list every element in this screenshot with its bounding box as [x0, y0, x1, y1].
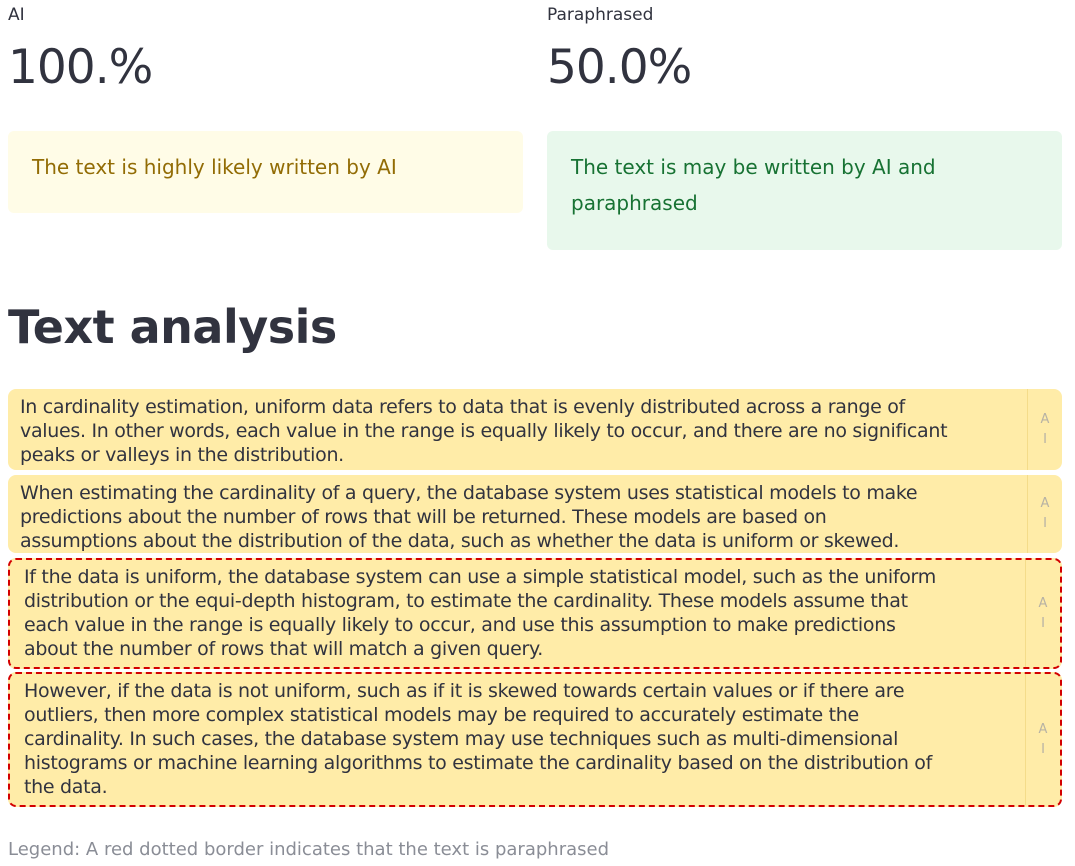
- paraphrased-text-line-1: The text is may be written by AI and: [571, 155, 936, 179]
- paragraph-line: When estimating the cardinality of a que…: [20, 482, 918, 504]
- ai-tag-column: A I: [1025, 560, 1060, 667]
- ai-tag-column: A I: [1027, 389, 1062, 470]
- paragraph-line: However, if the data is not uniform, suc…: [24, 680, 905, 702]
- metric-label-paraphrased: Paraphrased: [547, 5, 654, 25]
- analysis-paragraph-paraphrased: If the data is uniform, the database sys…: [8, 558, 1062, 669]
- ai-warning-text: The text is highly likely written by AI: [32, 155, 397, 179]
- ai-tag: A I: [1040, 496, 1050, 531]
- analysis-paragraph: In cardinality estimation, uniform data …: [8, 389, 1062, 470]
- metric-label-ai: AI: [8, 5, 25, 25]
- paragraph-line: histograms or machine learning algorithm…: [24, 752, 933, 774]
- paragraph-line: distribution or the equi-depth histogram…: [24, 590, 908, 612]
- paragraph-line: each value in the range is equally likel…: [24, 614, 896, 636]
- paragraph-text: In cardinality estimation, uniform data …: [20, 395, 1015, 467]
- analysis-paragraph-paraphrased: However, if the data is not uniform, suc…: [8, 672, 1062, 807]
- paragraph-line: If the data is uniform, the database sys…: [24, 566, 936, 588]
- paragraph-line: outliers, then more complex statistical …: [24, 704, 859, 726]
- ai-tag-column: A I: [1025, 674, 1060, 805]
- paragraph-line: the data.: [24, 776, 108, 798]
- paragraph-line: about the number of rows that will match…: [24, 638, 544, 660]
- paragraph-text: When estimating the cardinality of a que…: [20, 481, 1015, 553]
- paraphrased-success-alert: The text is may be written by AI and par…: [547, 131, 1062, 250]
- analysis-paragraph: When estimating the cardinality of a que…: [8, 475, 1062, 553]
- ai-warning-alert: The text is highly likely written by AI: [8, 131, 523, 213]
- ai-tag: A I: [1038, 721, 1048, 757]
- paragraph-line: peaks or valleys in the distribution.: [20, 444, 344, 466]
- legend-text: Legend: A red dotted border indicates th…: [8, 839, 609, 860]
- metric-value-paraphrased: 50.0%: [547, 40, 692, 95]
- metric-value-ai: 100.%: [8, 40, 153, 95]
- paragraph-text: However, if the data is not uniform, suc…: [24, 679, 1019, 799]
- ai-tag: A I: [1040, 411, 1050, 447]
- paraphrased-text-line-2: paraphrased: [571, 191, 698, 215]
- paragraph-text: If the data is uniform, the database sys…: [24, 565, 1019, 661]
- paragraph-line: In cardinality estimation, uniform data …: [20, 396, 905, 418]
- paragraph-line: predictions about the number of rows tha…: [20, 506, 827, 528]
- paragraph-line: cardinality. In such cases, the database…: [24, 728, 899, 750]
- paragraph-line: assumptions about the distribution of th…: [20, 530, 900, 552]
- ai-tag: A I: [1038, 595, 1048, 631]
- paragraph-line: values. In other words, each value in th…: [20, 420, 948, 442]
- ai-tag-column: A I: [1027, 475, 1062, 553]
- page-title: Text analysis: [8, 300, 337, 354]
